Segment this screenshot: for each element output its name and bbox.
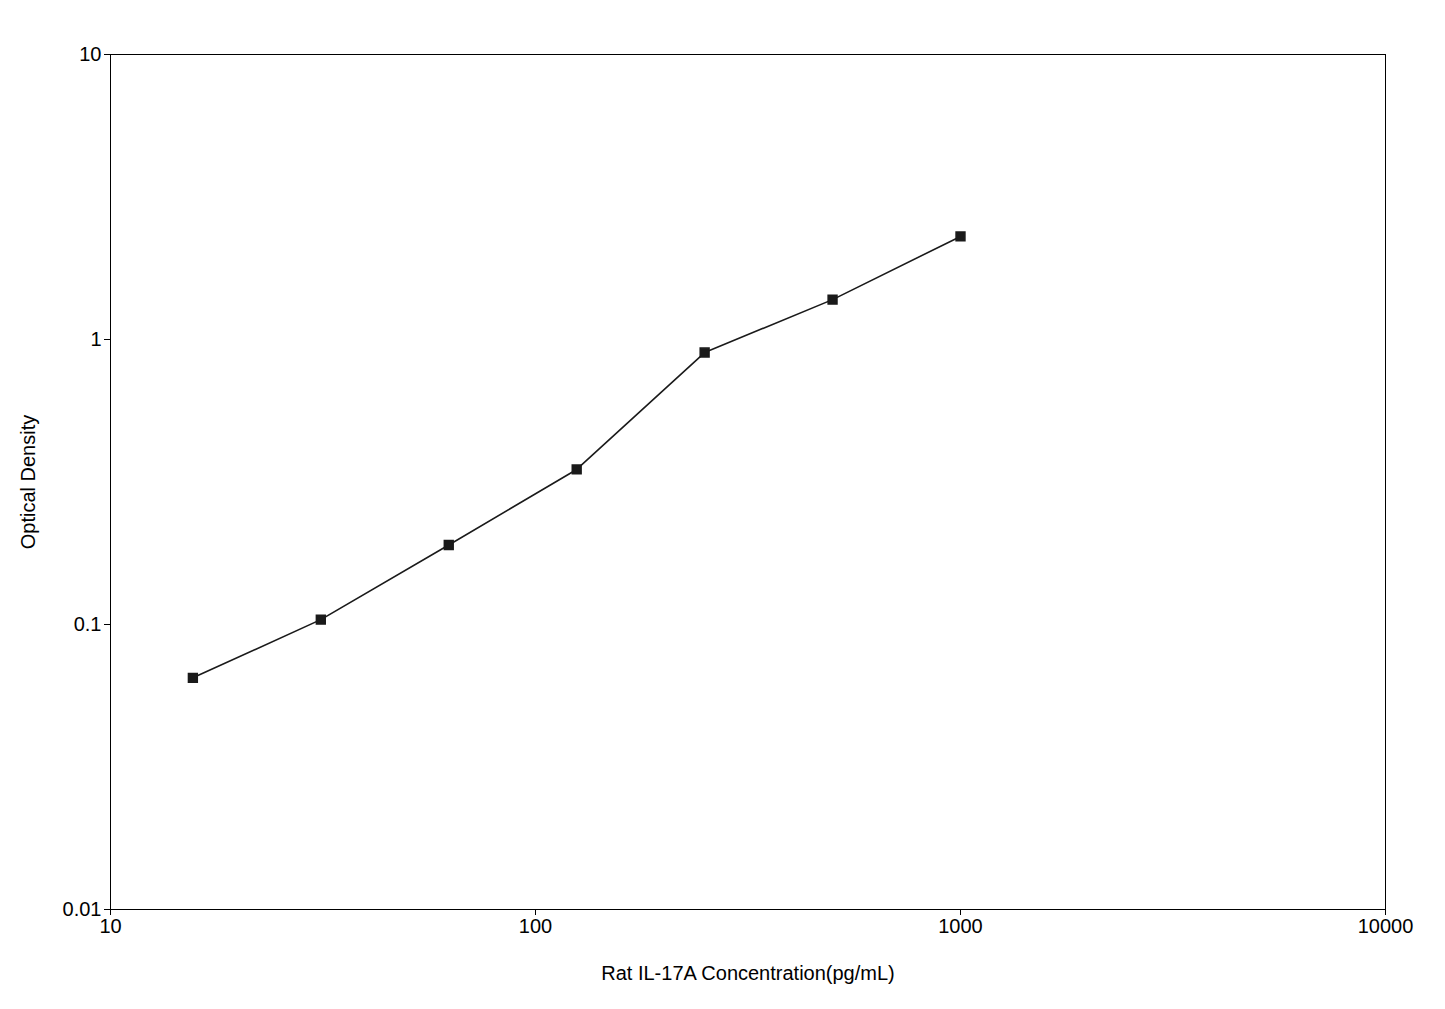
svg-text:0.01: 0.01 [63, 898, 102, 920]
svg-text:Rat IL-17A Concentration(pg/mL: Rat IL-17A Concentration(pg/mL) [601, 962, 895, 984]
svg-text:100: 100 [519, 915, 552, 937]
svg-text:10: 10 [79, 43, 101, 65]
svg-text:10000: 10000 [1358, 915, 1414, 937]
svg-text:0.1: 0.1 [74, 613, 102, 635]
svg-text:10: 10 [99, 915, 121, 937]
svg-text:1: 1 [90, 328, 101, 350]
svg-text:Optical Density: Optical Density [17, 415, 39, 550]
svg-text:1000: 1000 [938, 915, 983, 937]
